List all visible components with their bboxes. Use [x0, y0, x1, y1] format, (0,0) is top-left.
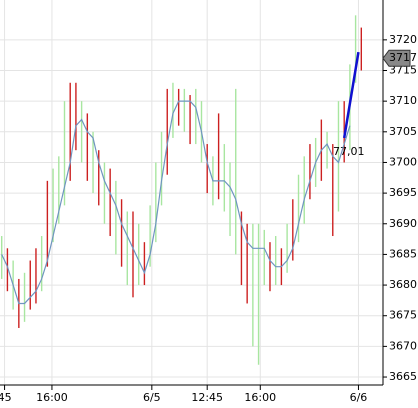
- y-tick-label: 3710: [389, 94, 417, 107]
- price-marker: [382, 49, 411, 67]
- plot-area: [0, 0, 383, 385]
- x-tick-label: 16:00: [244, 391, 276, 404]
- y-tick-label: 3665: [389, 370, 417, 383]
- y-tick-label: 3700: [389, 155, 417, 168]
- y-tick-label: 3690: [389, 217, 417, 230]
- x-tick-label: 6/6: [350, 391, 368, 404]
- y-tick-label: 3705: [389, 125, 417, 138]
- price-marker-label: 3717: [389, 51, 417, 64]
- y-tick-label: 3715: [389, 64, 417, 77]
- annotation: 77,01: [333, 145, 365, 158]
- y-tick-label: 3685: [389, 247, 417, 260]
- y-tick-label: 3675: [389, 309, 417, 322]
- x-tick-label: 12:45: [191, 391, 223, 404]
- x-tick-label: 6/5: [143, 391, 161, 404]
- moving-average: [1, 100, 351, 305]
- x-tick-label: 45: [0, 391, 12, 404]
- trendline: [342, 51, 360, 139]
- bars: [1, 15, 363, 365]
- x-tick-label: 16:00: [36, 391, 68, 404]
- y-tick-label: 3695: [389, 186, 417, 199]
- y-tick-label: 3670: [389, 339, 417, 352]
- grid: [0, 0, 383, 385]
- y-tick-label: 3680: [389, 278, 417, 291]
- y-tick-label: 3720: [389, 33, 417, 46]
